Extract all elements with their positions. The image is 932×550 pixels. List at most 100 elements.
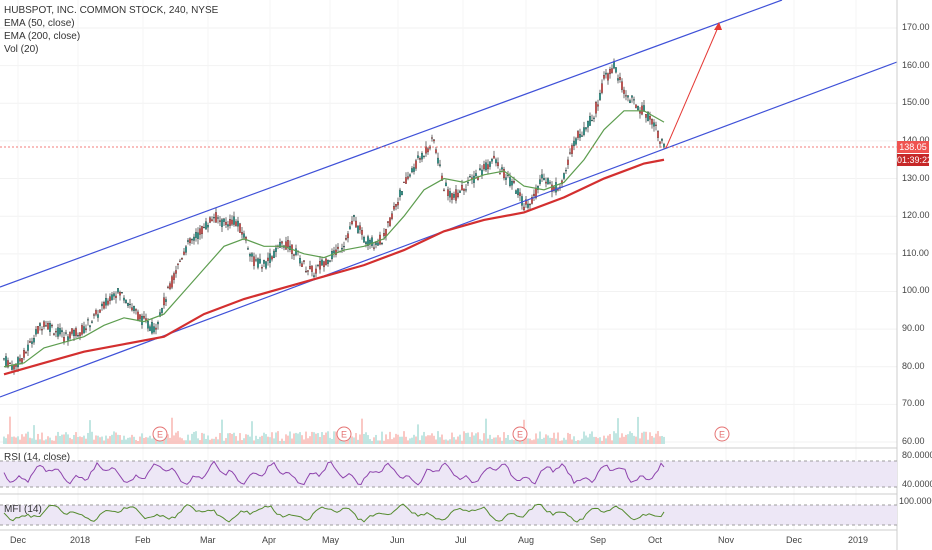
projection-arrow[interactable] <box>665 24 720 149</box>
earnings-marker-icon[interactable] <box>714 426 730 442</box>
candle-body <box>589 116 591 126</box>
mfi-line[interactable] <box>3 503 665 523</box>
volume-bar <box>477 432 479 444</box>
volume-bar <box>321 432 323 444</box>
ema200-legend[interactable]: EMA (200, close) <box>4 31 81 42</box>
candle-body <box>19 358 21 362</box>
candle-body <box>579 133 581 138</box>
candle-body <box>279 242 281 248</box>
candle-body <box>517 188 519 196</box>
candle-body <box>243 233 245 238</box>
candle-body <box>135 309 137 311</box>
volume-bar <box>651 435 653 444</box>
candle-body <box>201 226 203 235</box>
volume-bar <box>655 433 657 444</box>
volume-bar <box>315 433 317 444</box>
candle-body <box>307 270 309 272</box>
candle-body <box>585 127 587 130</box>
volume-bar <box>493 437 495 444</box>
candle-body <box>513 180 515 183</box>
candle-body <box>435 149 437 153</box>
volume-bar <box>309 436 311 444</box>
candle-body <box>541 174 543 179</box>
chart-legend: HUBSPOT, INC. COMMON STOCK, 240, NYSE EM… <box>4 4 218 56</box>
candle-body <box>205 221 207 230</box>
earnings-marker-icon[interactable] <box>336 426 352 442</box>
volume-bar <box>297 433 299 444</box>
candle-body <box>89 325 91 328</box>
price-tick: 120.00 <box>902 210 930 221</box>
ema50-legend[interactable]: EMA (50, close) <box>4 18 75 29</box>
volume-bar <box>93 439 95 444</box>
candle-body <box>73 330 75 337</box>
volume-bar <box>459 434 461 444</box>
candle-body <box>299 258 301 264</box>
candle-body <box>447 189 449 196</box>
candle-body <box>553 187 555 191</box>
candle-body <box>505 177 507 180</box>
candle-body <box>627 95 629 98</box>
candle-body <box>91 321 93 323</box>
candle-body <box>75 328 77 336</box>
candle-body <box>639 111 641 114</box>
volume-bar <box>643 431 645 444</box>
candle-body <box>539 179 541 184</box>
candle-body <box>329 260 331 262</box>
volume-bar <box>231 433 233 444</box>
candle-body <box>423 155 425 157</box>
candle-body <box>257 258 259 268</box>
ema200-line[interactable] <box>3 158 665 376</box>
time-tick: Aug <box>518 535 535 545</box>
volume-bar <box>79 436 81 444</box>
candle-body <box>121 292 123 294</box>
earnings-marker-icon[interactable] <box>512 426 528 442</box>
volume-bar <box>149 435 151 444</box>
candle-body <box>109 296 111 301</box>
volume-bar <box>457 436 459 444</box>
price-tick: 150.00 <box>902 97 930 108</box>
candle-body <box>481 169 483 175</box>
volume-bar <box>635 436 637 444</box>
candle-body <box>7 360 9 368</box>
candle-body <box>141 315 143 325</box>
volume-bar <box>475 433 477 444</box>
volume-bar <box>63 434 65 444</box>
volume-bar <box>489 434 491 444</box>
mfi-label[interactable]: MFI (14) <box>4 504 42 515</box>
volume-bar <box>137 440 139 444</box>
channel-upper-line[interactable] <box>0 0 783 288</box>
candle-body <box>83 326 85 334</box>
volume-bar <box>47 436 49 444</box>
earnings-letter: E <box>517 430 523 440</box>
volume-bar <box>87 432 89 444</box>
candle-body <box>255 259 257 261</box>
candle-body <box>405 177 407 184</box>
candle-body <box>47 323 49 330</box>
volume-bar <box>653 437 655 444</box>
candle-body <box>511 181 513 186</box>
price-bars <box>3 58 665 375</box>
volume-bar <box>17 436 19 444</box>
volume-bar <box>535 433 537 444</box>
volume-bar <box>505 437 507 444</box>
candle-body <box>71 328 73 334</box>
volume-legend[interactable]: Vol (20) <box>4 44 39 55</box>
candle-body <box>361 230 363 235</box>
rsi-label[interactable]: RSI (14, close) <box>4 452 71 463</box>
candle-body <box>619 77 621 80</box>
candle-body <box>575 138 577 145</box>
earnings-marker-icon[interactable] <box>152 426 168 442</box>
candle-body <box>367 236 369 246</box>
volume-bar <box>393 437 395 444</box>
candle-body <box>65 332 67 334</box>
symbol-title[interactable]: HUBSPOT, INC. COMMON STOCK, 240, NYSE <box>4 5 219 16</box>
volume-bar <box>353 437 355 444</box>
volume-bar <box>543 437 545 444</box>
rsi-line[interactable] <box>3 460 665 486</box>
volume-bar <box>657 431 659 444</box>
ema50-line[interactable] <box>3 110 665 368</box>
volume-bar <box>491 438 493 444</box>
candle-body <box>457 192 459 198</box>
candle-body <box>179 260 181 262</box>
